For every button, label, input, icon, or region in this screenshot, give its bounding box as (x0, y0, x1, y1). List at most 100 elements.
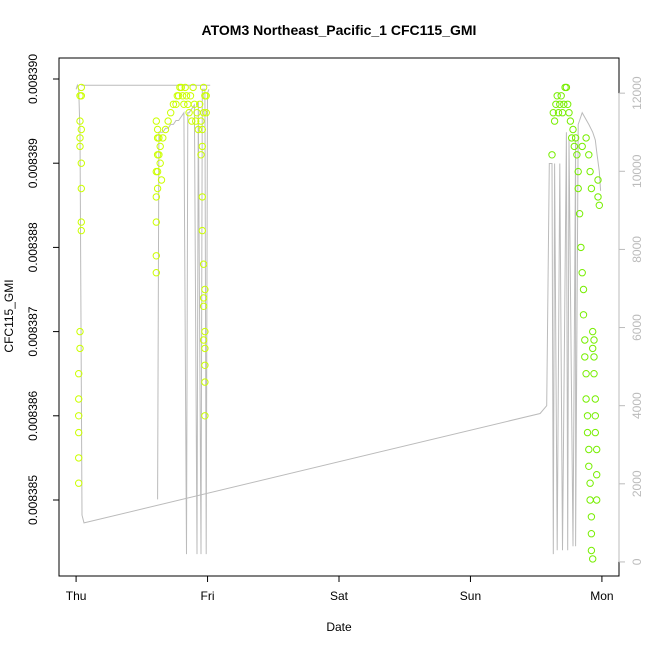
data-point (589, 555, 597, 563)
data-point (548, 151, 556, 159)
data-point (593, 471, 601, 479)
data-point (182, 92, 191, 100)
y-tick-label: 0.008387 (26, 306, 40, 356)
data-point (587, 546, 596, 555)
x-axis: Thu Fri Sat Sun Mon (66, 575, 614, 603)
data-point (569, 125, 577, 134)
data-point (198, 226, 207, 235)
data-point (198, 193, 207, 201)
data-point (188, 117, 196, 125)
data-point (75, 412, 83, 420)
data-point (199, 294, 208, 302)
data-point (583, 428, 592, 437)
data-point (75, 370, 83, 378)
data-point (197, 151, 205, 159)
data-point (585, 151, 593, 159)
y-right-tick-label: 0 (630, 558, 644, 565)
data-point (164, 117, 172, 125)
data-point (152, 193, 161, 201)
data-point (552, 100, 560, 109)
data-point (153, 184, 162, 193)
y-right-tick-label: 8000 (630, 236, 644, 263)
point-layer (75, 83, 603, 563)
data-point (192, 117, 200, 125)
data-point (582, 370, 590, 378)
y-right-tick-label: 12000 (630, 76, 644, 110)
data-point (186, 92, 195, 100)
data-point (593, 496, 601, 504)
data-point (571, 134, 580, 142)
data-point (199, 83, 208, 92)
data-point (590, 353, 598, 361)
data-point (591, 395, 599, 403)
data-point (155, 134, 163, 142)
series-line (75, 83, 602, 555)
data-point (586, 496, 594, 504)
x-tick-label: Mon (590, 589, 613, 603)
y-right-tick-label: 6000 (630, 314, 644, 341)
data-point (575, 210, 584, 218)
data-point (586, 167, 594, 176)
data-point (77, 125, 86, 134)
data-point (177, 83, 186, 92)
y-tick-label: 0.008385 (26, 475, 40, 525)
data-point (77, 184, 86, 193)
data-point (565, 109, 573, 117)
data-point (554, 109, 563, 117)
data-point (199, 336, 208, 344)
data-point (77, 83, 86, 92)
data-point (178, 92, 187, 100)
data-point (201, 327, 209, 336)
data-point (199, 302, 208, 310)
data-point (197, 117, 205, 125)
data-point (557, 92, 565, 100)
data-point (589, 327, 597, 336)
data-point (184, 100, 192, 109)
data-point (574, 184, 582, 193)
data-point (172, 100, 180, 109)
data-point (196, 100, 204, 109)
data-point (562, 83, 571, 92)
data-point (199, 260, 208, 268)
data-point (199, 109, 208, 117)
y-right-tick-label: 4000 (630, 392, 644, 419)
data-point (152, 218, 161, 226)
data-point (587, 530, 596, 538)
data-point (582, 134, 590, 142)
data-point (587, 184, 596, 193)
data-point (573, 151, 581, 159)
x-tick-label: Sun (460, 589, 481, 603)
data-point (174, 92, 183, 100)
data-point (549, 109, 557, 117)
data-point (76, 117, 84, 125)
chart-title: ATOM3 Northeast_Pacific_1 CFC115_GMI (202, 22, 477, 38)
data-point (560, 100, 568, 109)
data-point (570, 142, 578, 151)
y-axis-label: CFC115_GMI (2, 279, 16, 352)
data-point (586, 479, 594, 487)
data-point (75, 395, 83, 403)
data-point (152, 252, 161, 260)
x-axis-label: Date (326, 620, 352, 634)
data-point (76, 134, 84, 142)
data-point (77, 226, 86, 235)
data-point (578, 142, 586, 151)
data-point (591, 412, 599, 420)
data-point (76, 344, 84, 353)
data-point (593, 445, 601, 454)
data-point (594, 193, 602, 201)
data-point (585, 445, 593, 454)
data-point (553, 92, 561, 100)
data-point (566, 117, 575, 125)
data-point (582, 395, 590, 403)
data-point (77, 92, 86, 100)
data-point (587, 513, 596, 521)
data-point (76, 142, 84, 151)
data-point (189, 83, 197, 92)
data-point (579, 285, 588, 294)
data-point (153, 125, 162, 134)
data-point (159, 134, 167, 142)
data-point (77, 218, 86, 226)
data-point (550, 117, 559, 125)
